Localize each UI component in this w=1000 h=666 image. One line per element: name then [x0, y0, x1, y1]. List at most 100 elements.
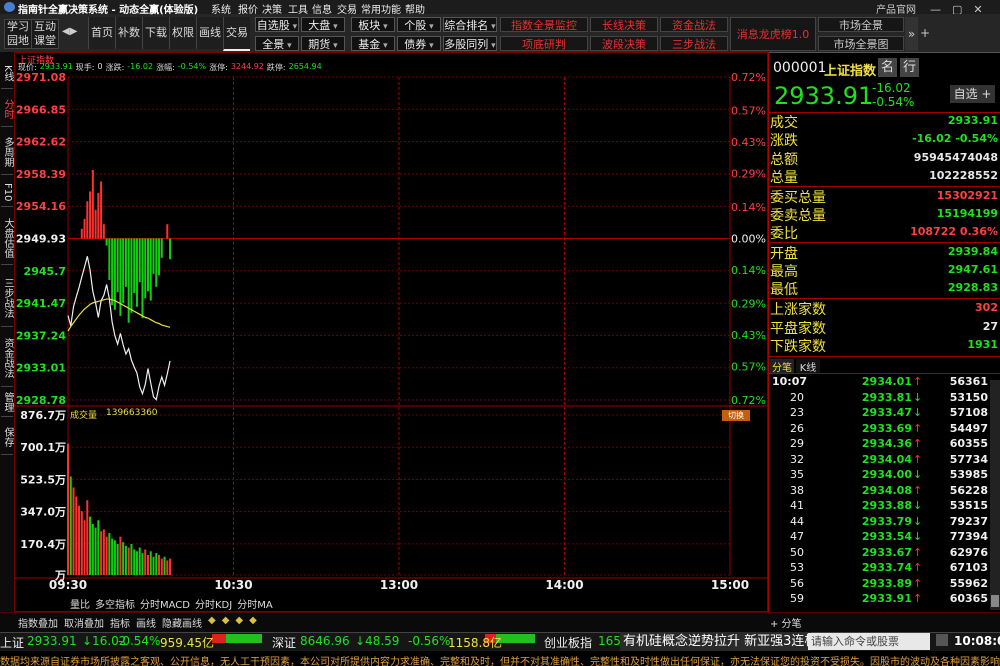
index-value: 8646.96: [300, 634, 350, 648]
menu-item[interactable]: 系统: [211, 5, 231, 16]
menu-item[interactable]: 交易: [337, 5, 357, 16]
y2-tick-label: 0.29%: [731, 298, 766, 311]
tick-direction: ↑: [913, 483, 923, 497]
volume-bar: [72, 487, 75, 575]
menu-item[interactable]: 信息: [312, 5, 332, 16]
indicator-tab[interactable]: 分时KDJ: [194, 600, 233, 611]
side-tab[interactable]: 分时: [1, 92, 13, 127]
side-tab[interactable]: 三步战法: [1, 270, 13, 327]
dropdown[interactable]: 期货: [301, 36, 345, 51]
market-button[interactable]: 市场全景图: [818, 36, 904, 51]
volume-bar: [141, 553, 144, 575]
feature-button[interactable]: 长线决策: [590, 17, 658, 32]
watch-button[interactable]: 自选 +: [950, 85, 995, 103]
side-tab[interactable]: 多周期: [1, 130, 13, 175]
quote-value: 15302921: [936, 189, 998, 202]
volume-tick-label: 523.5万: [20, 473, 66, 486]
dropdown[interactable]: 自选股: [255, 17, 299, 32]
tick-tab[interactable]: K线: [796, 359, 820, 374]
dropdown[interactable]: 全景: [255, 36, 299, 51]
y-tick-label: 2971.08: [16, 71, 66, 84]
market-button[interactable]: 市场全景: [818, 17, 904, 32]
more-button[interactable]: »: [905, 17, 918, 51]
index-name: 上证: [0, 636, 25, 650]
dropdown[interactable]: 大盘: [301, 17, 345, 32]
nav-button[interactable]: 首页: [88, 17, 115, 49]
learn-button[interactable]: 互动课堂: [31, 19, 59, 49]
x-tick-label: 15:00: [711, 578, 749, 592]
feature-button[interactable]: 指数全景监控: [500, 17, 588, 32]
official-site[interactable]: 产品官网: [876, 5, 916, 16]
menu-item[interactable]: 帮助: [405, 5, 425, 16]
nav-button[interactable]: 交易: [223, 17, 250, 51]
tool-button[interactable]: 取消叠加: [64, 619, 104, 630]
dropdown[interactable]: 个股: [397, 17, 441, 32]
indicator-tab[interactable]: 分时MACD: [140, 600, 190, 611]
volume-bar: [113, 540, 116, 575]
feature-button[interactable]: 项底研判: [500, 36, 588, 51]
indicator-tab[interactable]: 量比: [70, 600, 90, 611]
menu-item[interactable]: 常用功能: [361, 5, 401, 16]
tool-button[interactable]: 指标: [110, 619, 130, 630]
feature-button[interactable]: 三步战法: [660, 36, 728, 51]
tool-icon[interactable]: ◆: [249, 615, 257, 626]
side-tab[interactable]: 保存: [1, 420, 13, 455]
tool-icon[interactable]: ◆: [208, 615, 216, 626]
quote-label: 最低: [770, 282, 798, 298]
chart-title: 上证指数: [18, 56, 55, 66]
window-controls[interactable]: — ▢ ✕: [930, 3, 983, 16]
nav-button[interactable]: 权限: [169, 17, 196, 49]
tick-time: 38: [790, 483, 804, 497]
side-tab[interactable]: 资金战法: [1, 330, 13, 387]
feature-button[interactable]: 资金战法: [660, 17, 728, 32]
indicator-tab[interactable]: 分时MA: [237, 600, 273, 611]
nav-button[interactable]: 下载: [142, 17, 169, 49]
nav-button[interactable]: 画线: [196, 17, 223, 49]
tool-icon[interactable]: ◆: [235, 615, 244, 626]
tool-button[interactable]: 指数叠加: [18, 619, 58, 630]
dropdown[interactable]: 债券: [397, 36, 441, 51]
tick-footer[interactable]: + 分笔: [770, 619, 802, 630]
tool-icon[interactable]: ◆: [221, 615, 230, 626]
news-button[interactable]: 消息龙虎榜1.0: [730, 17, 816, 51]
tick-direction: ↓: [913, 530, 923, 543]
info-value: -0.54%: [177, 62, 207, 71]
tick-time: 10:07: [772, 375, 808, 388]
panel-button[interactable]: 名: [878, 58, 897, 77]
dropdown[interactable]: 板块: [351, 17, 395, 32]
add-button[interactable]: +: [920, 26, 931, 40]
tick-direction: ↑: [913, 576, 923, 590]
switch-button[interactable]: 切换: [722, 410, 750, 421]
volume-bar: [163, 556, 166, 575]
quote-value: 27: [982, 320, 998, 333]
nav-arrows[interactable]: ◀▶: [62, 26, 78, 37]
scrollbar[interactable]: [990, 380, 1000, 610]
side-tab[interactable]: 大盘估值: [1, 212, 13, 265]
scroll-thumb[interactable]: [991, 595, 999, 607]
side-tab[interactable]: F10: [1, 178, 13, 207]
side-tab[interactable]: 管理: [1, 388, 13, 417]
menu-item[interactable]: 工具: [288, 5, 308, 16]
indicator-tab[interactable]: 多空指标: [95, 600, 135, 611]
feature-button[interactable]: 波段决策: [590, 36, 658, 51]
menu-item[interactable]: 决策: [262, 5, 282, 16]
index-pct: -0.56%: [408, 634, 451, 648]
command-input[interactable]: 请输入命令或股票: [808, 633, 930, 650]
panel-button[interactable]: 行: [900, 58, 919, 77]
menu-item[interactable]: 报价: [238, 5, 258, 16]
tick-volume: 56228: [949, 483, 988, 497]
dropdown[interactable]: 多股同列: [443, 36, 497, 51]
tool-button[interactable]: 隐藏画线: [162, 619, 202, 630]
tool-button[interactable]: 画线: [136, 619, 156, 630]
dropdown[interactable]: 综合排名: [443, 17, 497, 32]
keyboard-icon[interactable]: [936, 634, 948, 646]
dropdown[interactable]: 基金: [351, 36, 395, 51]
side-tab[interactable]: K线: [1, 58, 13, 89]
y2-tick-label: 0.43%: [731, 329, 766, 342]
quote-label: 最高: [770, 264, 798, 280]
headline[interactable]: 有机硅概念逆势拉升 新亚强3连板: [620, 632, 811, 651]
nav-button[interactable]: 补数: [115, 17, 142, 49]
learn-button[interactable]: 学习园地: [4, 19, 32, 49]
info-value: 0: [97, 62, 103, 71]
tick-tab[interactable]: 分笔: [770, 359, 794, 374]
